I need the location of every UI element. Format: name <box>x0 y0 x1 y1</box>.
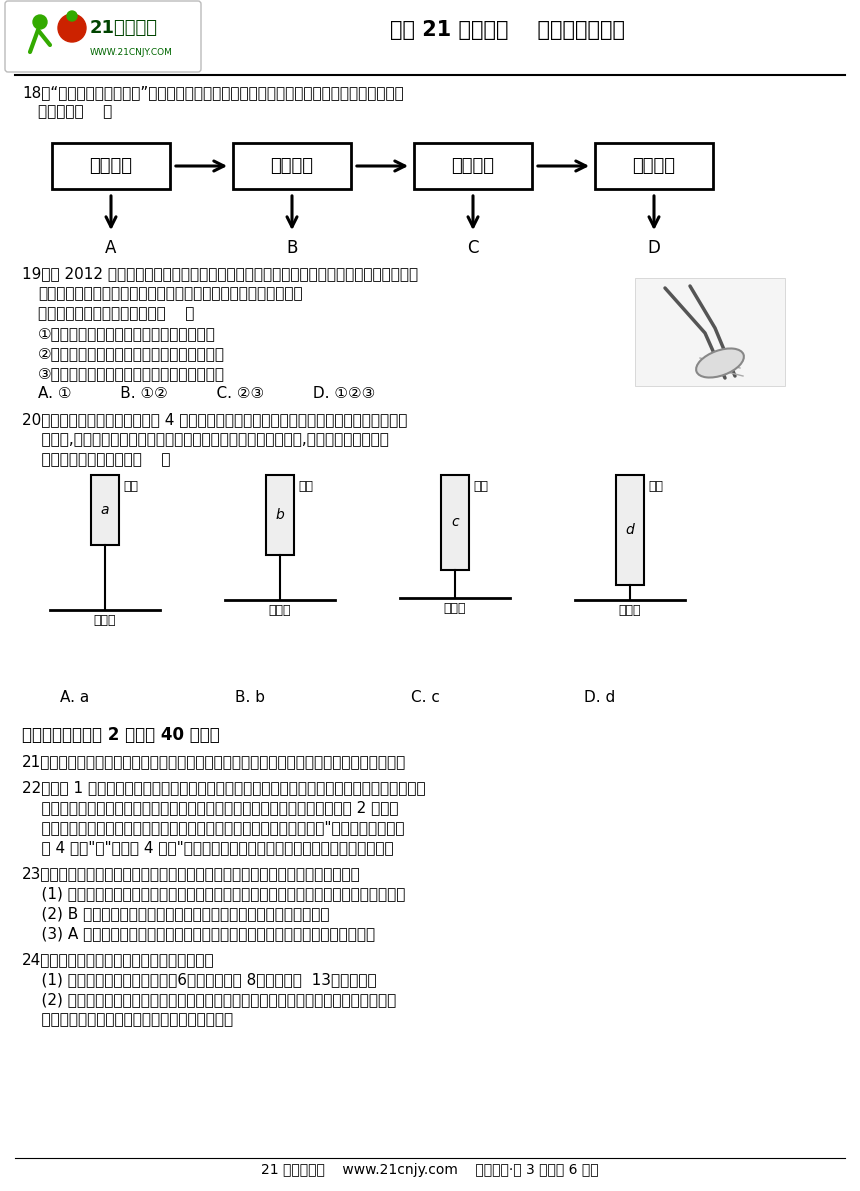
Text: 物镜: 物镜 <box>298 480 313 493</box>
Text: A: A <box>105 239 117 257</box>
Text: 21世纪教育: 21世纪教育 <box>90 19 158 37</box>
Circle shape <box>33 15 47 29</box>
FancyBboxPatch shape <box>266 475 294 555</box>
FancyBboxPatch shape <box>91 475 119 545</box>
FancyBboxPatch shape <box>414 143 532 189</box>
Text: 器官的是（    ）: 器官的是（ ） <box>38 104 113 119</box>
Text: ③用吸水纸吸水，有利于让染色剂给细胞染色: ③用吸水纸吸水，有利于让染色剂给细胞染色 <box>38 366 225 381</box>
Text: 23、如下图所示的是植物细胞和动物细胞立体结构的各部分，看图回答下列问题：: 23、如下图所示的是植物细胞和动物细胞立体结构的各部分，看图回答下列问题： <box>22 866 360 881</box>
Text: D: D <box>648 239 660 257</box>
Text: 点都没有随着移动，说明污点在＿＿＿＿＿上。: 点都没有随着移动，说明污点在＿＿＿＿＿上。 <box>22 1012 233 1027</box>
Text: ①用吸水纸吸去过多的水，防止盖玻片漂浮: ①用吸水纸吸去过多的水，防止盖玻片漂浮 <box>38 326 216 341</box>
Text: C. c: C. c <box>410 690 439 705</box>
Text: (2) B 细胞中，决定细胞分裂、生长和分化的结构是＿＿＿＿＿＿。: (2) B 细胞中，决定细胞分裂、生长和分化的结构是＿＿＿＿＿＿。 <box>22 906 329 921</box>
Text: 物镜: 物镜 <box>648 480 663 493</box>
Text: B. b: B. b <box>235 690 265 705</box>
Text: B: B <box>286 239 298 257</box>
Text: 载玻片: 载玻片 <box>618 604 642 617</box>
Text: 是细胞＿＿＿＿＿＿＿＿的过程，其结果形成了不同的组织。王明说："他今年比去年增高: 是细胞＿＿＿＿＿＿＿＿的过程，其结果形成了不同的组织。王明说："他今年比去年增高 <box>22 819 404 835</box>
FancyBboxPatch shape <box>5 1 201 71</box>
Text: 19、在 2012 年学业考试的实验操作考查中，丙同学的实验是：制作洋葱鳞片叶表皮临时装: 19、在 2012 年学业考试的实验操作考查中，丙同学的实验是：制作洋葱鳞片叶表… <box>22 266 418 281</box>
Text: 21 世纪教育网    www.21cnjy.com    精品试卷·第 3 页（共 6 页）: 21 世纪教育网 www.21cnjy.com 精品试卷·第 3 页（共 6 页… <box>261 1162 599 1177</box>
Text: A. ①          B. ①②          C. ②③          D. ①②③: A. ① B. ①② C. ②③ D. ①②③ <box>38 386 375 401</box>
FancyBboxPatch shape <box>635 278 785 386</box>
Ellipse shape <box>696 349 744 378</box>
Circle shape <box>58 14 86 42</box>
Text: 一操作步骤。该操作的作用有（    ）: 一操作步骤。该操作的作用有（ ） <box>38 306 194 322</box>
Text: 物镜: 物镜 <box>473 480 488 493</box>
Text: 22、图中 1 表示的过程是细胞的＿＿＿＿＿＿＿＿＿＿过程，其结果使得细胞数目增加，该过程: 22、图中 1 表示的过程是细胞的＿＿＿＿＿＿＿＿＿＿过程，其结果使得细胞数目增… <box>22 780 426 796</box>
FancyBboxPatch shape <box>616 475 644 585</box>
Text: 野中看到的细胞最多？（    ）: 野中看到的细胞最多？（ ） <box>22 453 170 467</box>
Text: C: C <box>467 239 479 257</box>
Text: WWW.21CNJY.COM: WWW.21CNJY.COM <box>90 48 173 57</box>
Text: 21、观察蜗牛要用到的仪器是＿＿＿＿＿＿＿＿＿，分泌粘液的结构是＿＿＿＿＿＿＿＿＿。: 21、观察蜗牛要用到的仪器是＿＿＿＿＿＿＿＿＿，分泌粘液的结构是＿＿＿＿＿＿＿＿… <box>22 754 406 769</box>
Text: 一棵大树: 一棵大树 <box>89 157 132 175</box>
Text: 了 4 厘米"，"增高了 4 厘米"是由于细胞的＿＿＿＿＿＿＿＿＿＿＿＿＿造成的。: 了 4 厘米"，"增高了 4 厘米"是由于细胞的＿＿＿＿＿＿＿＿＿＿＿＿＿造成的… <box>22 840 394 855</box>
FancyBboxPatch shape <box>233 143 351 189</box>
Text: 一层表皮: 一层表皮 <box>452 157 494 175</box>
Text: 载玻片: 载玻片 <box>444 601 466 615</box>
Text: 丁个细胞: 丁个细胞 <box>632 157 675 175</box>
Text: 清晰时,每一物镜与载玻片的距离如图所示。如果载玻片位置不变,用哪一物镜在一个视: 清晰时,每一物镜与载玻片的距离如图所示。如果载玻片位置不变,用哪一物镜在一个视 <box>22 432 389 447</box>
Text: c: c <box>452 516 459 530</box>
Text: 登陆 21 世纪教育    助您教考全无忧: 登陆 21 世纪教育 助您教考全无忧 <box>390 20 625 40</box>
Text: (2) 用显微镜进行观察时，发现视野中有一污点，某同学转动物镜和移动玻片标本，污: (2) 用显微镜进行观察时，发现视野中有一污点，某同学转动物镜和移动玻片标本，污 <box>22 992 396 1008</box>
FancyBboxPatch shape <box>52 143 170 189</box>
Text: 载玻片: 载玻片 <box>268 604 292 617</box>
Text: d: d <box>625 523 635 537</box>
Text: 二、简答题（每空 2 分，共 40 分。）: 二、简答题（每空 2 分，共 40 分。） <box>22 727 220 744</box>
Text: a: a <box>101 503 109 517</box>
Text: A. a: A. a <box>60 690 89 705</box>
Text: b: b <box>275 509 285 522</box>
Circle shape <box>67 11 77 21</box>
Text: 20、用显微镜的一个目镜分别与 4 个不同倍数的物镜组合来观察口腔上皮细胞装片。当成像: 20、用显微镜的一个目镜分别与 4 个不同倍数的物镜组合来观察口腔上皮细胞装片。… <box>22 412 408 428</box>
FancyBboxPatch shape <box>441 475 469 570</box>
Text: 片，并用显微镜观察其细胞结构。右图是丙同学在实验过程中的某: 片，并用显微镜观察其细胞结构。右图是丙同学在实验过程中的某 <box>38 286 303 301</box>
Text: (1) 填写各标号所示部位名称。6、＿＿＿＿＿ 8、＿＿＿＿  13、＿＿＿＿: (1) 填写各标号所示部位名称。6、＿＿＿＿＿ 8、＿＿＿＿ 13、＿＿＿＿ <box>22 972 377 987</box>
Text: 载玻片: 载玻片 <box>94 615 116 626</box>
Text: 物镜: 物镜 <box>123 480 138 493</box>
Text: (1) 如图中表示植物细胞的是＿＿＿＿，你判断的理由是＿＿＿＿＿＿＿＿＿＿＿＿＿。: (1) 如图中表示植物细胞的是＿＿＿＿，你判断的理由是＿＿＿＿＿＿＿＿＿＿＿＿＿… <box>22 886 405 902</box>
Text: 24、下图为显微镜的结构图，请根据图填写。: 24、下图为显微镜的结构图，请根据图填写。 <box>22 952 215 967</box>
Text: 中，母细胞核内会出现＿＿＿＿＿＿＿＿，并平均分配到两个子细胞中去；图 2 表示的: 中，母细胞核内会出现＿＿＿＿＿＿＿＿，并平均分配到两个子细胞中去；图 2 表示的 <box>22 800 398 815</box>
Text: (3) A 细胞中，西瓜的糖分和带酸味的物质存在于图中的结构是＿＿＿＿＿＿。: (3) A 细胞中，西瓜的糖分和带酸味的物质存在于图中的结构是＿＿＿＿＿＿。 <box>22 925 375 941</box>
Text: 18、“根深叶茂，树干粗壮”，这是对一棵大树的整体性描述。下图所示的结构层次中，属于: 18、“根深叶茂，树干粗壮”，这是对一棵大树的整体性描述。下图所示的结构层次中，… <box>22 85 403 100</box>
FancyBboxPatch shape <box>595 143 713 189</box>
Text: ②用吸水纸吸水，有利于排出盖玻片下的气泡: ②用吸水纸吸水，有利于排出盖玻片下的气泡 <box>38 347 225 361</box>
Text: 一片树叶: 一片树叶 <box>271 157 314 175</box>
Text: D. d: D. d <box>585 690 616 705</box>
